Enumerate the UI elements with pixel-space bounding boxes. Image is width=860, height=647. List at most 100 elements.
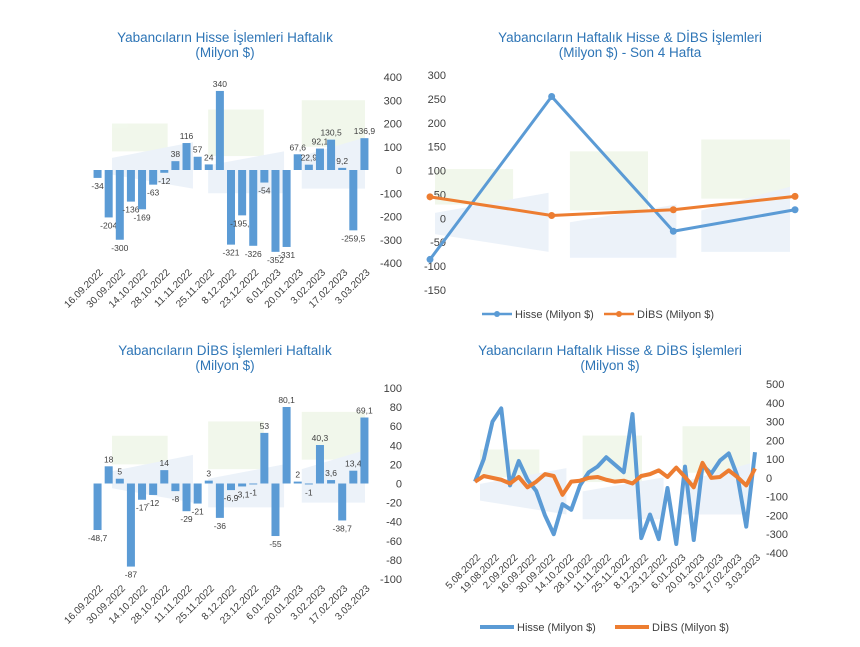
data-label: 67,6	[289, 142, 306, 152]
hisse-weekly-chart: 400 300 200 100 0 -100 -200 -300 -400 -34 -204 -300…	[63, 72, 402, 311]
chart-title-line2: (Milyon $)	[580, 358, 640, 373]
y-tick-label: -100	[380, 188, 402, 200]
y-tick-label: -20	[386, 498, 402, 510]
bar	[182, 143, 191, 170]
y-tick-label: 300	[428, 70, 446, 82]
data-label: -38,7	[333, 523, 353, 533]
data-label: -54	[258, 186, 271, 196]
bar	[238, 483, 247, 487]
bar	[93, 483, 102, 531]
data-label: -1	[249, 487, 257, 497]
data-label: -169	[134, 212, 151, 222]
data-label: -87	[125, 570, 138, 580]
long-run-chart-panel: Yabancıların Haftalık Hisse & DİBS İşlem…	[430, 338, 830, 638]
bar	[204, 480, 213, 484]
long-run-chart: 500 400 300 200 100 0 -100 -200 -300 -400 Hisse (M…	[444, 379, 788, 634]
y-tick-label: -300	[380, 235, 402, 247]
chart-title-line1: Yabancıların Haftalık Hisse & DİBS İşlem…	[478, 343, 742, 358]
bar	[215, 483, 224, 518]
y-tick-label: -150	[424, 285, 446, 297]
bar	[126, 170, 135, 202]
data-label: 38	[171, 149, 181, 159]
y-tick-label: 400	[766, 398, 784, 410]
data-label: -326	[245, 249, 262, 259]
chart-title: Yabancıların Hisse İşlemleri Haftalık (M…	[40, 30, 410, 60]
chart-title: Yabancıların Haftalık Hisse & DİBS İşlem…	[430, 30, 830, 60]
bar	[349, 170, 358, 231]
data-label: 80,1	[278, 395, 295, 405]
data-label: 18	[104, 454, 114, 464]
dibs-weekly-chart-panel: Yabancıların DİBS İşlemleri Haftalık (Mi…	[40, 338, 440, 638]
bar	[315, 148, 324, 170]
bar	[226, 483, 236, 491]
data-point	[669, 227, 677, 235]
data-point	[426, 193, 434, 201]
y-tick-label: -40	[386, 517, 402, 529]
data-label: -300	[111, 243, 128, 253]
watermark-logo	[435, 139, 790, 258]
y-tick-label: 500	[766, 379, 784, 391]
bar	[115, 170, 124, 240]
y-tick-label: 0	[440, 213, 446, 225]
data-label: 57	[193, 145, 203, 155]
y-tick-label: 0	[396, 479, 402, 491]
bar	[304, 164, 313, 170]
series-line	[473, 460, 757, 497]
bar	[260, 170, 269, 183]
data-point	[669, 206, 677, 214]
data-label: -136	[122, 205, 139, 215]
y-tick-label: -80	[386, 555, 402, 567]
series-line	[428, 95, 796, 261]
bar	[182, 483, 191, 512]
bar	[104, 466, 113, 484]
data-label: -1	[305, 487, 313, 497]
data-label: 69,1	[356, 406, 373, 416]
bar	[315, 445, 324, 484]
bar	[138, 483, 147, 500]
data-label: -34	[91, 181, 104, 191]
data-label: -3,1	[235, 489, 250, 499]
y-tick-label: 150	[428, 142, 446, 154]
y-tick-label: 300	[766, 417, 784, 429]
data-label: 9,2	[336, 156, 348, 166]
y-tick-label: 300	[384, 95, 402, 107]
bar	[171, 161, 180, 170]
data-label: 40,3	[312, 433, 329, 443]
y-tick-label: 100	[384, 383, 402, 395]
legend-marker	[494, 311, 500, 317]
bar	[282, 170, 291, 247]
data-label: -321	[222, 248, 239, 258]
data-label: 130,5	[320, 128, 342, 138]
chart-title: Yabancıların Haftalık Hisse & DİBS İşlem…	[430, 343, 790, 373]
bar	[238, 170, 247, 216]
bar	[226, 170, 236, 245]
chart-title-line2: (Milyon $)	[195, 358, 255, 373]
data-label: 5	[117, 467, 122, 477]
chart-title-line1: Yabancıların Haftalık Hisse & DİBS İşlem…	[498, 30, 762, 45]
series-line	[429, 194, 796, 217]
data-label: -21	[191, 507, 204, 517]
legend-label: DİBS (Milyon $)	[652, 621, 729, 634]
data-label: 24	[204, 152, 214, 162]
data-point	[791, 192, 799, 200]
data-label: 22,9	[301, 153, 318, 163]
y-tick-label: -400	[766, 548, 788, 560]
bar	[160, 170, 169, 173]
hisse-weekly-chart-panel: Yabancıların Hisse İşlemleri Haftalık (M…	[40, 25, 440, 325]
bar	[204, 164, 213, 170]
data-label: -6,9	[224, 493, 239, 503]
bar	[126, 483, 135, 567]
bar	[293, 154, 302, 170]
data-label: -36	[214, 521, 227, 531]
y-tick-label: 100	[384, 142, 402, 154]
data-label: -8	[172, 494, 180, 504]
y-tick-label: 80	[390, 402, 402, 414]
y-tick-label: -200	[766, 510, 788, 522]
data-label: 340	[213, 79, 227, 89]
bar	[249, 483, 258, 485]
bar	[104, 170, 113, 218]
bar	[193, 156, 202, 170]
data-point	[548, 93, 556, 100]
data-label: 2	[295, 470, 300, 480]
data-label: 53	[260, 421, 270, 431]
